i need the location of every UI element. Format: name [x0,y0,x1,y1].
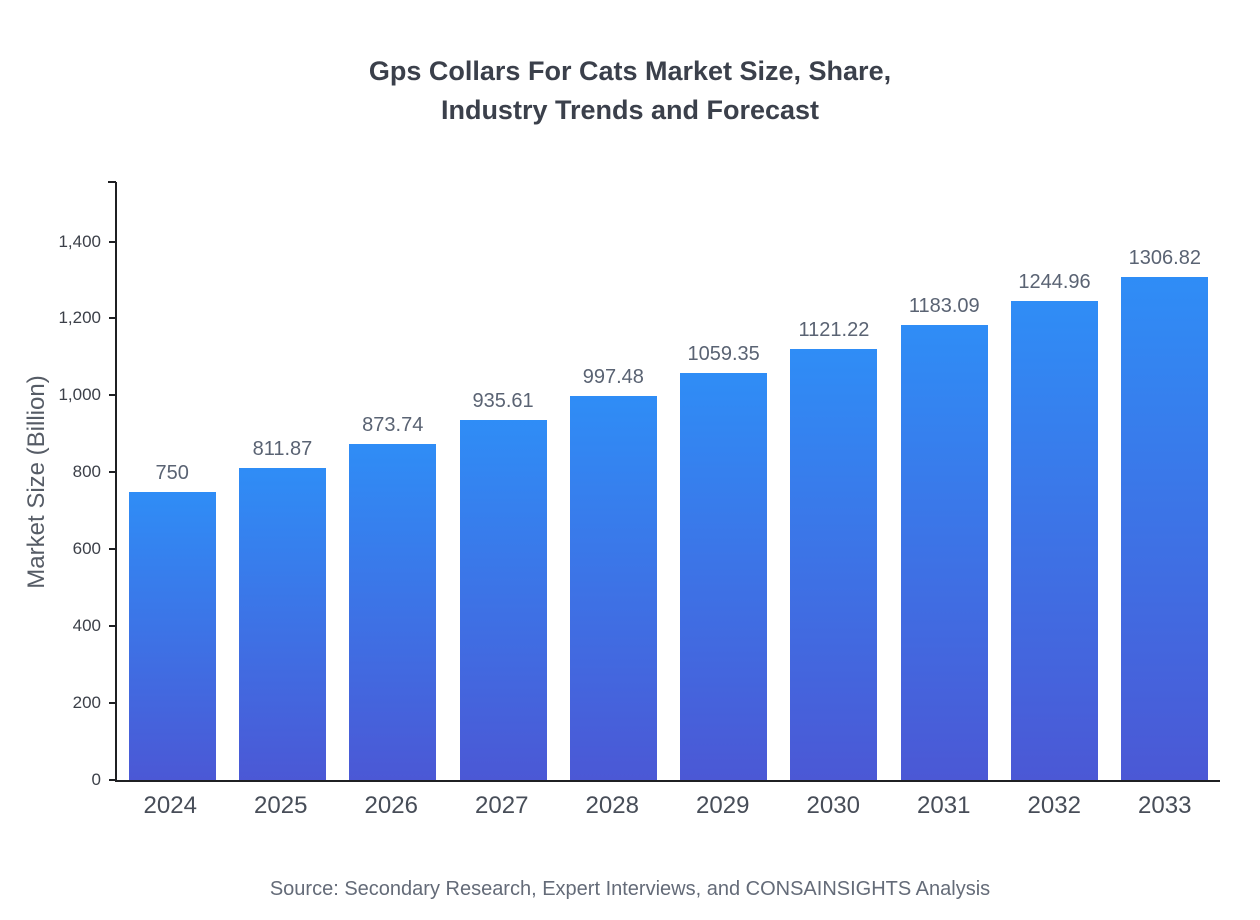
y-tick: 800 [73,462,117,482]
bar-slot: 1306.82 [1110,182,1220,780]
bar [569,396,657,780]
y-tick-mark [109,779,117,781]
y-tick: 400 [73,616,117,636]
y-tick-label: 200 [72,693,101,713]
bar [680,372,768,780]
bars-row: 750 811.87 873.74 935.61 997.48 1059.35 1121.2… [117,182,1220,780]
y-tick: 1,400 [58,232,117,252]
bar-value-label: 1244.96 [1018,271,1091,294]
x-axis-tick-label: 2025 [254,792,308,819]
x-axis-tick-label: 2032 [1027,792,1081,819]
plot-area: 0 200 400 600 800 1,000 1,200 1,400 750 811.87 87… [58,181,1220,789]
bar-slot: 750 [117,182,227,780]
y-tick-mark [109,548,117,551]
y-axis-top-tick [108,181,116,183]
chart-title-line-1: Gps Collars For Cats Market Size, Share, [368,56,892,86]
x-axis-tick-label: 2029 [696,792,750,819]
bar [1011,301,1099,780]
bar [128,491,216,780]
y-tick-mark [109,471,117,474]
bar-slot: 873.74 [338,182,448,780]
x-axis-tick-label: 2028 [585,792,639,819]
y-tick-label: 1,000 [58,385,101,405]
y-tick-label: 1,400 [58,231,101,251]
x-axis-tick-label: 2024 [143,792,197,819]
chart-title-line-2: Industry Trends and Forecast [440,95,820,126]
bar [238,467,326,780]
bar-value-label: 1306.82 [1128,247,1201,270]
bar [790,348,878,780]
y-axis-ticks: 0 200 400 600 800 1,000 1,200 1,400 [58,182,1220,789]
y-tick-mark [109,702,117,705]
x-axis-tick-label: 2030 [806,792,860,819]
bar-value-label: 1183.09 [908,294,980,317]
y-tick-label: 400 [72,616,101,636]
y-tick-mark [109,317,117,320]
y-tick-label: 600 [72,539,101,559]
bar [349,443,437,780]
bar-slot: 1059.35 [668,182,778,780]
y-tick: 1,200 [58,308,117,328]
bar-value-label: 750 [155,461,189,484]
x-axis-tick-label: 2027 [475,792,529,819]
x-axis-tick-label: 2033 [1138,792,1192,819]
y-tick-label: 0 [91,770,101,789]
y-tick-mark [109,240,117,243]
bar-slot: 811.87 [227,182,337,780]
y-tick: 0 [92,770,117,790]
bar-value-label: 811.87 [252,437,313,460]
y-tick-label: 1,200 [58,308,101,328]
x-axis-tick-label: 2031 [917,792,971,819]
source-line: Source: Secondary Research, Expert Inter… [269,878,991,900]
bar [459,420,547,780]
bar-slot: 1121.22 [779,182,889,780]
y-axis-title: Market Size (Billion) [23,375,50,589]
bar-slot: 1244.96 [999,182,1109,780]
bar [1121,277,1209,780]
x-axis-tick-label: 2026 [364,792,418,819]
bar-value-label: 935.61 [472,390,534,413]
y-tick-mark [109,394,117,397]
bar-value-label: 1121.22 [798,318,870,341]
bar [900,324,988,780]
bar-slot: 1183.09 [889,182,999,780]
y-tick: 1,000 [58,385,117,405]
y-tick: 600 [73,539,117,559]
x-labels-row: 2024 2025 2026 2027 2028 2029 2030 2031 2032 2033 [115,792,1220,820]
bar-value-label: 1059.35 [687,342,760,365]
chart-title: Gps Collars For Cats Market Size, Share,… [0,52,1260,130]
y-tick: 200 [73,693,117,713]
bar-slot: 935.61 [448,182,558,780]
y-tick-label: 800 [72,462,101,482]
bar-slot: 997.48 [558,182,668,780]
bar-value-label: 997.48 [582,366,644,389]
bar-value-label: 873.74 [362,413,424,436]
y-tick-mark [109,625,117,628]
